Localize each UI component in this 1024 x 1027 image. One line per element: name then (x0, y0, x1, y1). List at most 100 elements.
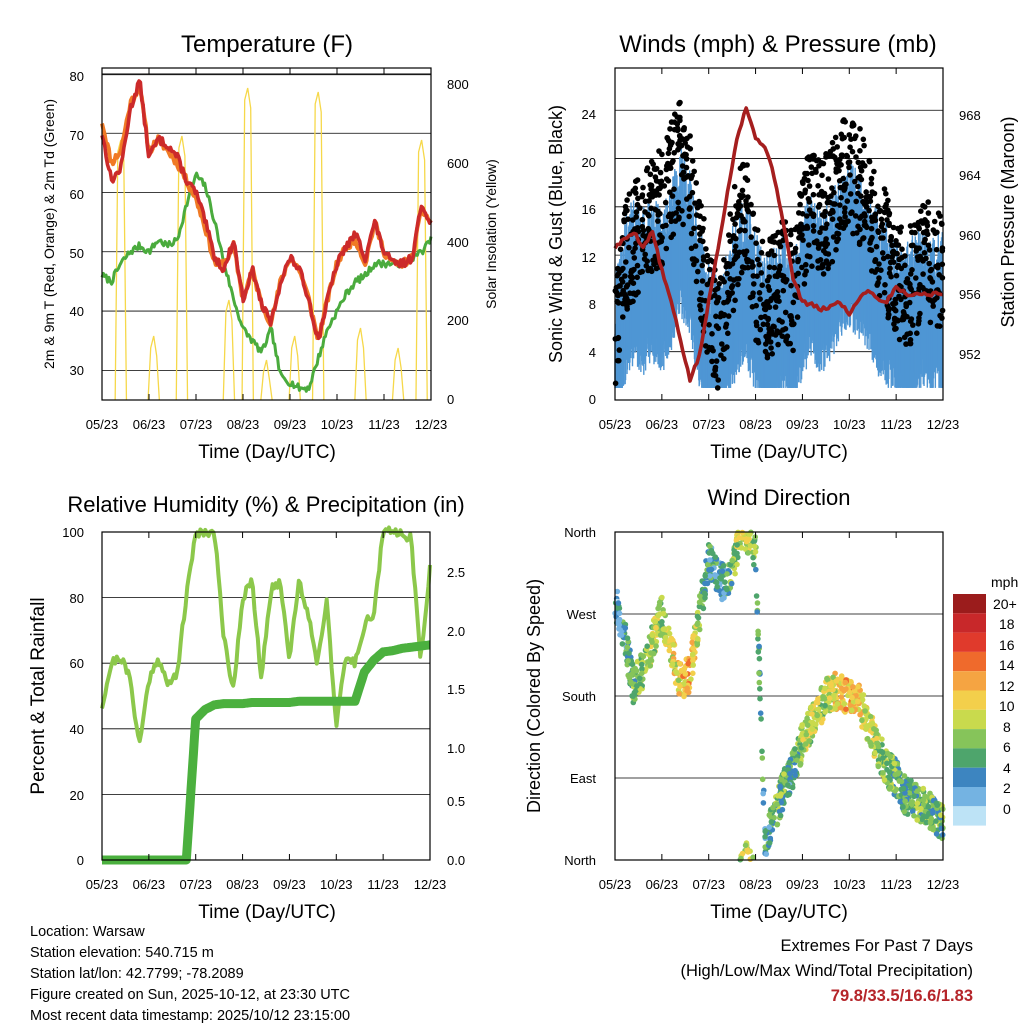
gust-point (668, 218, 674, 225)
gust-point (634, 177, 641, 183)
direction-point (867, 713, 874, 720)
gust-point (894, 264, 901, 271)
direction-point (789, 784, 796, 791)
gust-point (735, 281, 741, 288)
direction-point (689, 639, 695, 646)
direction-point (684, 688, 690, 694)
gust-point (724, 270, 730, 277)
x-tick-label: 12/23 (414, 877, 447, 892)
sol-ytick-600: 600 (447, 156, 469, 171)
direction-point (879, 736, 885, 742)
direction-point (751, 543, 758, 550)
precip-ytick-2.0: 2.0 (447, 624, 465, 639)
gust-point (799, 226, 806, 232)
gust-point (648, 158, 655, 165)
direction-point (659, 619, 665, 625)
gust-point (927, 275, 933, 281)
gust-point (935, 264, 941, 271)
gust-point (883, 190, 889, 197)
gust-point (619, 291, 625, 297)
humidity-ylabel-left: Percent & Total Rainfall (28, 597, 49, 794)
gust-point (900, 309, 907, 315)
direction-point (685, 660, 691, 667)
rh-ytick-80: 80 (70, 591, 84, 606)
gust-point (816, 192, 822, 198)
pressure-line (613, 106, 944, 383)
direction-point (626, 650, 632, 656)
gust-point (714, 385, 721, 391)
x-tick-label: 10/23 (833, 877, 866, 892)
gust-point (750, 211, 756, 217)
dewpoint-series (100, 171, 433, 393)
gust-point (764, 300, 771, 307)
gust-point (727, 238, 733, 245)
direction-point (933, 831, 940, 837)
gust-point (640, 184, 646, 191)
direction-point (653, 624, 659, 631)
gust-point (852, 213, 859, 219)
gust-point (840, 175, 847, 182)
pres-ytick-952: 952 (959, 347, 981, 362)
gust-point (819, 264, 826, 270)
wind-ytick-0: 0 (589, 392, 596, 407)
gust-point (729, 261, 736, 267)
gust-point (706, 322, 712, 328)
direction-point (920, 785, 927, 792)
humidity-xlabel: Time (Day/UTC) (198, 902, 336, 923)
gust-point (621, 210, 628, 217)
direction-point (850, 684, 856, 690)
gust-point (665, 178, 672, 184)
gust-point (692, 243, 699, 249)
gust-point (764, 321, 771, 328)
direction-point (787, 770, 793, 777)
gust-point (713, 313, 719, 320)
direction-point (901, 808, 908, 815)
gust-point (733, 253, 739, 259)
gust-point (626, 244, 632, 251)
gust-point (709, 358, 715, 365)
temperature-title: Temperature (F) (181, 31, 353, 58)
gust-point (934, 295, 940, 301)
gust-point (833, 247, 839, 253)
gust-point (878, 216, 885, 223)
direction-point (849, 694, 855, 701)
x-tick-label: 12/23 (927, 877, 960, 892)
gust-point (855, 183, 861, 190)
x-tick-label: 11/23 (880, 877, 912, 892)
x-tick-label: 05/23 (86, 417, 119, 432)
gust-point (805, 177, 811, 184)
direction-point (909, 799, 916, 805)
gust-point (725, 313, 732, 319)
gust-point (732, 297, 738, 304)
gust-point (930, 227, 937, 233)
sol-ytick-800: 800 (447, 77, 469, 92)
gust-point (698, 290, 704, 296)
direction-point (843, 706, 849, 712)
direction-point (777, 783, 783, 790)
dir-ytick-east: East (570, 771, 596, 786)
gust-point (886, 210, 893, 217)
direction-point (712, 572, 718, 578)
direction-point (864, 735, 871, 742)
gust-point (905, 280, 912, 286)
direction-point (815, 706, 822, 712)
precip-ytick-0.0: 0.0 (447, 853, 465, 868)
precip-ytick-0.5: 0.5 (447, 794, 465, 809)
gust-point (899, 246, 905, 252)
dir-ytick-north-bottom: North (564, 853, 596, 868)
direction-point (827, 704, 833, 711)
direction-point (839, 685, 845, 692)
direction-point (880, 770, 886, 776)
gust-point (866, 207, 872, 214)
gust-point (772, 304, 779, 310)
direction-point (757, 686, 763, 692)
gust-point (872, 217, 879, 224)
colorbar-label-14: 14 (999, 657, 1015, 673)
gust-point (643, 263, 650, 269)
gust-point (936, 272, 942, 278)
humidity-series (100, 525, 432, 744)
gust-point (737, 192, 743, 199)
pres-ytick-956: 956 (959, 287, 981, 302)
gust-point (688, 230, 695, 237)
